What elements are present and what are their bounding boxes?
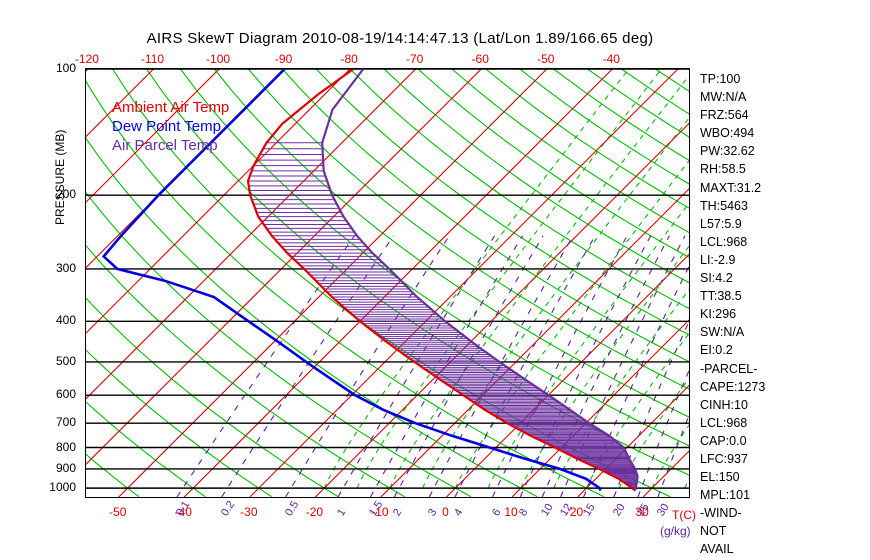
top-temp-tick--60: -60 bbox=[471, 52, 489, 66]
bottom-temp-tick-10: 10 bbox=[504, 505, 518, 519]
pressure-tick-100: 100 bbox=[55, 61, 76, 75]
pressure-tick-400: 400 bbox=[55, 313, 76, 328]
index-si42: SI:4.2 bbox=[700, 271, 733, 286]
index-maxt312: MAXT:31.2 bbox=[700, 180, 762, 195]
top-temp-tick--100: -100 bbox=[206, 52, 231, 66]
pressure-tick-200: 200 bbox=[55, 187, 76, 202]
mixing-ratio-tick-0.5: 0.5 bbox=[282, 499, 301, 519]
page-title: AIRS SkewT Diagram 2010-08-19/14:14:47.1… bbox=[146, 30, 654, 47]
index-avail: AVAIL bbox=[700, 542, 734, 557]
index-wbo494: WBO:494 bbox=[700, 126, 755, 141]
mixing-ratio-tick-6: 6 bbox=[489, 506, 503, 519]
legend-item-parcel: Air Parcel Temp bbox=[112, 137, 218, 154]
y-axis-label: PRESSURE (MB) bbox=[53, 129, 67, 225]
legend-item-ambient: Ambient Air Temp bbox=[112, 99, 230, 116]
index-ei02: EI:0.2 bbox=[700, 343, 733, 358]
sounding-indices-panel: TP:100 MW:N/A FRZ:564 WBO:494 PW:32.62 RH:58.… bbox=[700, 70, 800, 559]
skewt-plot-svg bbox=[86, 69, 689, 497]
bottom-temp-tick--50: -50 bbox=[109, 505, 127, 519]
top-temp-tick--50: -50 bbox=[537, 52, 555, 66]
pressure-tick-600: 600 bbox=[55, 387, 76, 402]
index-not: NOT bbox=[700, 524, 727, 539]
x-axis-mixing-ratio-label: (g/kg) bbox=[660, 524, 691, 538]
mixing-ratio-tick-3: 3 bbox=[426, 506, 440, 519]
index-li29: LI:-2.9 bbox=[700, 252, 736, 267]
index-lcl968: LCL:968 bbox=[700, 234, 748, 249]
top-temp-tick--40: -40 bbox=[602, 52, 620, 66]
pressure-tick-1000: 1000 bbox=[49, 480, 76, 495]
mixing-ratio-tick-0.2: 0.2 bbox=[218, 499, 238, 519]
pressure-tick-300: 300 bbox=[55, 260, 76, 275]
skewt-plot-area bbox=[85, 68, 690, 498]
index-ki296: KI:296 bbox=[700, 307, 737, 322]
index-mpl101: MPL:101 bbox=[700, 488, 751, 503]
pressure-tick-800: 800 bbox=[55, 439, 76, 454]
index-l5759: L57:5.9 bbox=[700, 216, 742, 231]
index-swna: SW:N/A bbox=[700, 325, 745, 340]
pressure-tick-700: 700 bbox=[55, 415, 76, 430]
mixing-ratio-tick-4: 4 bbox=[451, 506, 466, 519]
x-axis-temperature-label: T(C) bbox=[672, 508, 696, 522]
index-cape1273: CAPE:1273 bbox=[700, 379, 766, 394]
bottom-temp-tick--40: -40 bbox=[174, 505, 192, 519]
index-el150: EL:150 bbox=[700, 470, 740, 485]
top-temp-tick--90: -90 bbox=[274, 52, 293, 66]
index-tt385: TT:38.5 bbox=[700, 289, 742, 304]
mixing-ratio-tick-30: 30 bbox=[654, 501, 672, 519]
bottom-temp-tick-30: 30 bbox=[635, 505, 649, 519]
top-temp-tick--70: -70 bbox=[406, 52, 424, 66]
index-frz564: FRZ:564 bbox=[700, 108, 749, 123]
index-lfc937: LFC:937 bbox=[700, 451, 748, 466]
mixing-ratio-tick-8: 8 bbox=[517, 506, 531, 519]
index-tp100: TP:100 bbox=[700, 72, 741, 86]
index-cinh10: CINH:10 bbox=[700, 397, 748, 412]
legend-item-dewpoint: Dew Point Temp bbox=[112, 118, 221, 135]
mixing-ratio-tick-20: 20 bbox=[610, 501, 628, 519]
legend: Ambient Air Temp Dew Point Temp Air Parc… bbox=[112, 98, 229, 155]
top-temp-tick--80: -80 bbox=[340, 52, 358, 66]
bottom-temp-tick--10: -10 bbox=[371, 505, 389, 519]
top-temp-tick--110: -110 bbox=[140, 52, 165, 66]
bottom-temp-tick-0: 0 bbox=[442, 505, 449, 519]
index-th5463: TH:5463 bbox=[700, 198, 748, 213]
index-wind: -WIND- bbox=[700, 506, 742, 521]
mixing-ratio-tick-10: 10 bbox=[539, 501, 556, 519]
index-rh585: RH:58.5 bbox=[700, 162, 746, 177]
pressure-tick-500: 500 bbox=[55, 353, 76, 368]
index-parcel: -PARCEL- bbox=[700, 361, 758, 376]
bottom-temp-tick--20: -20 bbox=[305, 505, 324, 519]
index-lcl968: LCL:968 bbox=[700, 415, 748, 430]
top-temp-tick--120: -120 bbox=[74, 52, 99, 66]
bottom-temp-tick-20: 20 bbox=[569, 505, 584, 519]
index-pw3262: PW:32.62 bbox=[700, 144, 755, 159]
bottom-temp-tick--30: -30 bbox=[240, 505, 258, 519]
index-cap00: CAP:0.0 bbox=[700, 433, 747, 448]
index-mwna: MW:N/A bbox=[700, 90, 747, 105]
pressure-tick-900: 900 bbox=[55, 460, 76, 475]
mixing-ratio-tick-2: 2 bbox=[391, 506, 405, 519]
mixing-ratio-tick-1: 1 bbox=[335, 506, 349, 519]
